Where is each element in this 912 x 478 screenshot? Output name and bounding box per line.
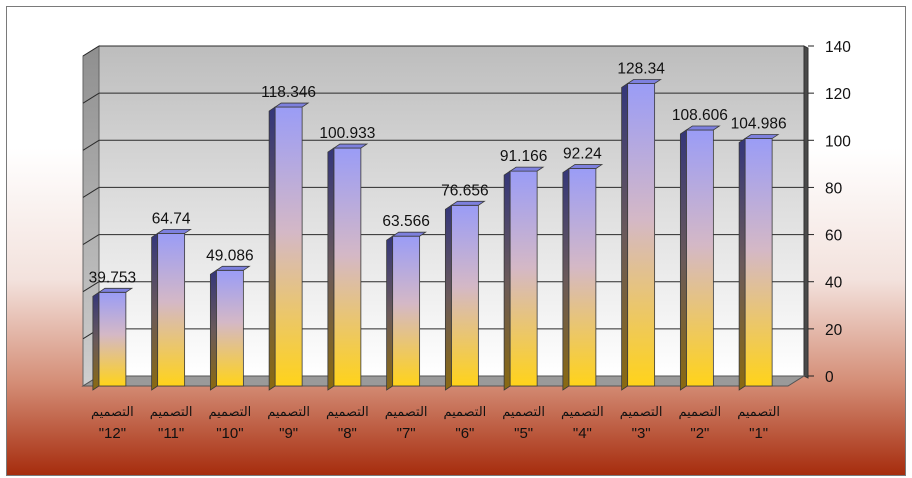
data-label: 63.566 bbox=[382, 213, 429, 230]
bar-top bbox=[391, 231, 427, 237]
category-number-label: "8" bbox=[338, 425, 357, 442]
data-label: 104.986 bbox=[731, 116, 787, 133]
category-number-label: "7" bbox=[397, 425, 416, 442]
category-number-label: "5" bbox=[514, 425, 533, 442]
category-number-label: "12" bbox=[99, 425, 126, 442]
bar-top bbox=[215, 265, 251, 271]
data-label: 49.086 bbox=[206, 247, 253, 264]
bar bbox=[274, 106, 303, 387]
bar-top bbox=[567, 164, 604, 169]
bar-side bbox=[621, 82, 629, 391]
data-label: 92.24 bbox=[563, 146, 602, 163]
gridline-side bbox=[82, 92, 100, 104]
bar-side bbox=[444, 204, 452, 391]
bar bbox=[157, 232, 186, 387]
bar bbox=[568, 168, 597, 387]
bar-top bbox=[332, 143, 369, 149]
data-label: 91.166 bbox=[500, 148, 547, 165]
bar-side bbox=[327, 147, 335, 391]
y-tick-label: 100 bbox=[825, 133, 851, 150]
bar-side bbox=[738, 137, 746, 391]
y-tick-label: 60 bbox=[825, 228, 843, 245]
bar bbox=[450, 204, 479, 387]
bar-side bbox=[209, 269, 217, 391]
category-number-label: "11" bbox=[158, 425, 184, 442]
bar bbox=[392, 235, 421, 387]
gridline-side bbox=[82, 281, 100, 293]
category-number-label: "3" bbox=[632, 425, 651, 442]
bar bbox=[215, 269, 244, 387]
bar-side bbox=[679, 129, 687, 391]
chart-frame: 0 20 40 60 80 100 120 140 104.986 التصميم "1" 108.6… bbox=[6, 6, 906, 476]
category-number-label: "2" bbox=[690, 425, 709, 442]
category-number-label: "6" bbox=[455, 425, 474, 442]
gridline-side bbox=[82, 234, 100, 245]
category-label: التصميم bbox=[91, 404, 134, 420]
category-number-label: "1" bbox=[749, 425, 768, 442]
category-number-label: "10" bbox=[216, 425, 243, 442]
bar bbox=[744, 138, 773, 387]
bar-top bbox=[685, 125, 721, 131]
bar-top bbox=[273, 102, 310, 108]
category-label: التصميم bbox=[267, 404, 310, 420]
gridline-side bbox=[82, 187, 100, 198]
category-label: التصميم bbox=[502, 404, 545, 420]
category-number-label: "4" bbox=[573, 425, 592, 442]
bar bbox=[98, 291, 127, 387]
data-label: 64.74 bbox=[152, 210, 191, 227]
right-wall bbox=[803, 45, 809, 379]
bar-top bbox=[97, 287, 134, 293]
y-tick-label: 20 bbox=[825, 322, 843, 339]
bar-top bbox=[450, 200, 486, 206]
bar-top bbox=[156, 228, 192, 234]
bar-top bbox=[743, 134, 780, 139]
bar bbox=[685, 129, 714, 387]
bar-top bbox=[626, 79, 662, 84]
bar-side bbox=[268, 106, 276, 391]
bar-side bbox=[151, 232, 159, 391]
data-label: 100.933 bbox=[319, 125, 375, 142]
category-label: التصميم bbox=[150, 404, 193, 420]
y-tick-label: 40 bbox=[825, 275, 843, 292]
bar-top bbox=[508, 166, 545, 172]
bar-side bbox=[503, 170, 511, 391]
data-label: 128.34 bbox=[617, 60, 665, 77]
bar bbox=[509, 170, 538, 387]
bar bbox=[333, 147, 362, 387]
bar-side bbox=[92, 291, 100, 391]
category-label: التصميم bbox=[208, 404, 251, 420]
gridline-side bbox=[82, 45, 100, 57]
bar-side bbox=[562, 167, 570, 391]
bar-chart: 0 20 40 60 80 100 120 140 104.986 التصميم "1" 108.6… bbox=[7, 7, 905, 475]
y-tick-label: 140 bbox=[825, 39, 851, 56]
data-label: 76.656 bbox=[441, 182, 488, 199]
plot-area: 0 20 40 60 80 100 120 140 104.986 التصميم "1" 108.6… bbox=[81, 39, 851, 442]
category-label: التصميم bbox=[678, 404, 721, 420]
y-tick-label: 120 bbox=[825, 86, 851, 103]
bar bbox=[627, 83, 656, 387]
category-label: التصميم bbox=[561, 404, 604, 420]
category-label: التصميم bbox=[443, 404, 486, 420]
y-tick-label: 0 bbox=[825, 369, 834, 386]
category-label: التصميم bbox=[326, 404, 369, 420]
data-label: 39.753 bbox=[89, 269, 136, 286]
y-tick-label: 80 bbox=[825, 180, 843, 197]
category-label: التصميم bbox=[620, 404, 663, 420]
data-label: 118.346 bbox=[261, 84, 316, 101]
bar-side bbox=[386, 235, 394, 391]
gridline-side bbox=[82, 139, 100, 151]
category-number-label: "9" bbox=[279, 425, 298, 442]
data-label: 108.606 bbox=[672, 107, 728, 124]
category-label: التصميم bbox=[385, 404, 428, 420]
category-label: التصميم bbox=[737, 404, 780, 420]
